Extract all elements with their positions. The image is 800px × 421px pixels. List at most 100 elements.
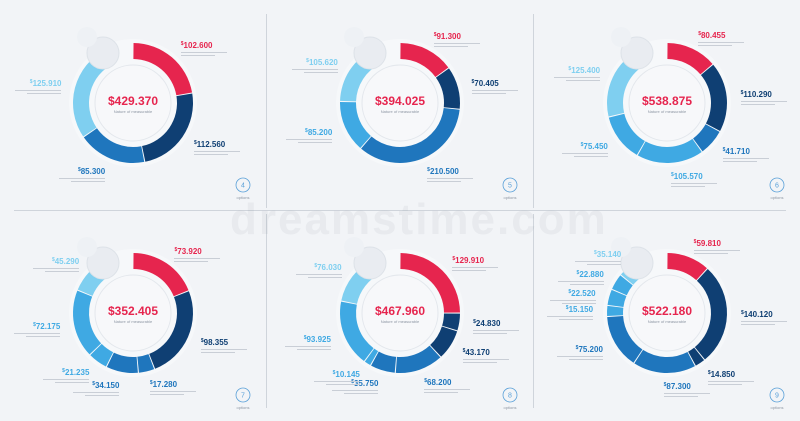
donut-slice [400,43,449,77]
slice-description-placeholder [296,348,331,350]
slice-value-label: $110.290 [740,90,772,100]
slice-value-label: $35.140 [594,249,622,259]
donut-slice [700,64,727,131]
center-subtitle: Nature of measurable [381,319,420,324]
slice-description-placeholder [427,180,462,182]
slice-description-placeholder [575,260,622,262]
donut-slice [149,291,194,369]
donut-slice [137,354,155,373]
slice-description-placeholder [424,391,459,393]
options-count: 6 [775,183,779,190]
slice-description-placeholder [566,80,601,82]
center-disc [94,274,172,352]
center-total: $538.875 [642,94,692,108]
slice-description-placeholder [284,345,331,347]
donut-slice [340,101,371,148]
slice-description-placeholder [298,141,333,143]
options-badge [502,177,518,193]
center-disc [361,274,439,352]
slice-description-placeholder [174,260,209,262]
options-count: 8 [508,393,512,400]
center-subtitle: Nature of measurable [648,109,687,114]
slice-description-placeholder [180,55,215,57]
slice-description-placeholder [427,177,474,179]
slice-description-placeholder [200,348,247,350]
center-subtitle: Nature of measurable [648,319,687,324]
slice-description-placeholder [59,177,106,179]
slice-value-label: $80.455 [698,30,726,40]
center-total: $352.405 [108,304,158,318]
slice-description-placeholder [547,316,594,318]
slice-description-placeholder [462,361,497,363]
slice-description-placeholder [313,381,360,383]
center-total: $522.180 [642,304,692,318]
donut-slice [634,349,695,373]
decorative-bubble-small [77,237,97,257]
slice-value-label: $24.830 [473,319,501,329]
slice-value-label: $75.200 [575,344,603,354]
slice-description-placeholder [43,378,90,380]
options-label: options [504,195,517,200]
decorative-bubble [620,246,654,280]
slice-description-placeholder [587,263,622,265]
slice-description-placeholder [561,302,596,304]
slice-value-label: $76.030 [314,262,342,272]
slice-description-placeholder [740,321,787,323]
slice-value-label: $91.300 [433,32,461,42]
slice-value-label: $105.620 [306,57,338,67]
slice-value-label: $17.280 [149,380,178,390]
slice-description-placeholder [573,156,608,158]
slice-description-placeholder [45,271,80,273]
slice-description-placeholder [740,324,775,326]
slice-description-placeholder [707,380,754,382]
slice-description-placeholder [55,381,90,383]
donut-slice [395,345,441,373]
divider-vertical-bottom-left [266,214,267,408]
divider-horizontal [14,210,786,211]
donut-slice [90,343,114,367]
center-disc [628,64,706,142]
slice-description-placeholder [556,355,603,357]
options-label: options [237,195,250,200]
divider-vertical-bottom-right [533,214,534,408]
decorative-bubble [353,246,387,280]
center-subtitle: Nature of measurable [114,109,153,114]
slice-description-placeholder [295,273,342,275]
slice-description-placeholder [452,269,487,271]
slice-value-label: $210.500 [427,166,459,176]
slice-description-placeholder [663,395,698,397]
options-label: options [504,405,517,410]
decorative-bubble-small [344,27,364,47]
slice-description-placeholder [180,52,227,54]
slice-value-label: $87.300 [663,381,691,391]
slice-description-placeholder [740,101,787,103]
slice-description-placeholder [471,92,506,94]
decorative-bubble [620,36,654,70]
donut-slice [693,124,720,152]
slice-value-label: $105.570 [670,171,703,181]
slice-description-placeholder [740,104,775,106]
slice-description-placeholder [193,150,240,152]
donut-slice [371,351,397,373]
options-label: options [771,195,784,200]
donut-slice [83,128,145,163]
donut-slice [442,313,460,331]
slice-description-placeholder [473,330,520,332]
slice-description-placeholder [557,280,604,282]
slice-description-placeholder [73,391,120,393]
slice-description-placeholder [149,391,196,393]
options-badge [235,387,251,403]
slice-value-label: $10.145 [332,370,360,380]
donut-slice [608,113,645,155]
slice-value-label: $59.810 [693,238,721,248]
donut-slice [607,305,624,317]
slice-value-label: $85.200 [305,127,333,137]
slice-description-placeholder [291,68,338,70]
slice-value-label: $68.200 [424,377,452,387]
donut-slice [688,347,705,366]
slice-value-label: $22.520 [568,288,596,298]
